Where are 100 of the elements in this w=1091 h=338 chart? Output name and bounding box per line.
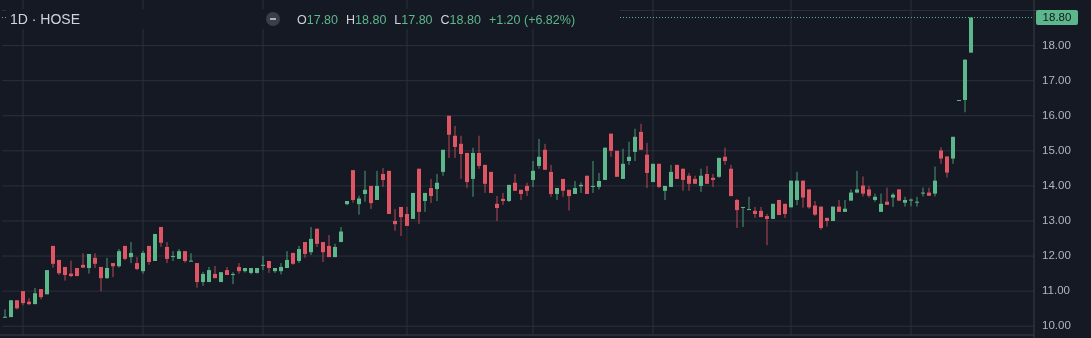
y-tick-label: 17.00 — [1042, 73, 1071, 86]
candlestick — [657, 163, 661, 189]
candlestick — [633, 128, 637, 162]
candlestick — [903, 196, 907, 208]
annotation: H18.80 — [346, 13, 387, 27]
candlestick — [501, 192, 505, 206]
candlestick — [447, 115, 451, 159]
candlestick — [723, 147, 727, 166]
candlestick — [93, 252, 97, 269]
candlestick — [861, 175, 865, 197]
candlestick — [141, 250, 145, 275]
candlestick — [879, 193, 883, 213]
candlestick — [747, 196, 751, 211]
candlestick — [885, 187, 889, 206]
candlestick — [477, 135, 481, 170]
candlestick — [495, 195, 499, 222]
y-tick-label: 18.00 — [1042, 38, 1071, 51]
y-tick-label: 16.00 — [1042, 108, 1071, 121]
candlestick — [843, 199, 847, 213]
candlestick — [537, 138, 541, 170]
candlestick — [375, 170, 379, 201]
y-tick-label: 13.00 — [1042, 214, 1071, 227]
candlestick — [543, 143, 547, 171]
annotation: O17.80 — [297, 13, 339, 27]
candlestick — [909, 198, 913, 207]
candlestick — [687, 172, 691, 192]
candlestick — [873, 193, 877, 203]
candlestick — [669, 164, 673, 188]
y-tick-label: 12.00 — [1042, 249, 1071, 262]
candlestick — [441, 149, 445, 177]
candlestick — [279, 262, 283, 275]
candlestick — [117, 248, 121, 269]
annotation: +1.20 (+6.82%) — [488, 13, 576, 27]
candlestick — [105, 257, 109, 280]
candlestick — [555, 187, 559, 201]
candlestick — [627, 141, 631, 166]
candlestick — [435, 173, 439, 202]
candlestick — [933, 166, 937, 197]
candlestick — [195, 262, 199, 289]
ref-line-label: 18.80 — [1042, 10, 1072, 23]
candlestick — [807, 188, 811, 210]
candlestick — [381, 167, 385, 188]
candlestick — [393, 208, 397, 232]
candlestick — [111, 262, 115, 278]
y-tick-label: 14.00 — [1042, 178, 1071, 191]
candlestick — [285, 250, 289, 269]
candlestick — [237, 262, 241, 275]
candlestick — [939, 146, 943, 165]
candlestick — [921, 187, 925, 197]
candlestick — [531, 160, 535, 188]
candlestick — [795, 171, 799, 206]
candlestick — [129, 241, 133, 264]
candlestick — [525, 182, 529, 197]
candlestick — [171, 250, 175, 262]
candlestick — [765, 213, 769, 246]
candlestick — [213, 265, 217, 279]
candlestick — [513, 173, 517, 192]
candlestick — [99, 266, 103, 292]
candlestick — [363, 170, 367, 203]
candlestick — [189, 252, 193, 262]
candlestick — [459, 135, 463, 180]
candlestick — [645, 142, 649, 189]
candlestick — [825, 217, 829, 228]
candlestick — [741, 206, 745, 228]
candlestick — [711, 173, 715, 188]
candlestick — [309, 226, 313, 256]
candlestick — [837, 199, 841, 213]
candlestick — [951, 136, 955, 165]
candlestick — [699, 168, 703, 193]
candlestick — [405, 206, 409, 227]
candlestick — [3, 308, 7, 318]
candlestick — [753, 206, 757, 219]
candlestick — [165, 241, 169, 264]
candlestick — [135, 256, 139, 271]
candlestick — [945, 155, 949, 178]
annotation: C18.80 — [440, 13, 481, 27]
candlestick — [429, 178, 433, 204]
y-tick-label: 10.00 — [1042, 319, 1071, 332]
candlestick — [621, 148, 625, 180]
candlestick — [261, 255, 265, 271]
y-tick-label: 15.00 — [1042, 143, 1071, 156]
candlestick — [321, 241, 325, 263]
candlestick — [597, 172, 601, 190]
candlestick — [639, 123, 643, 151]
candlestick — [483, 164, 487, 194]
candlestick — [573, 180, 577, 195]
candlestick — [915, 196, 919, 208]
candlestick — [453, 125, 457, 159]
candlestick — [591, 160, 595, 194]
candlestick — [519, 189, 523, 201]
annotation: L17.80 — [394, 13, 433, 27]
candlestick — [801, 180, 805, 209]
text: 1D · HOSE — [10, 11, 81, 27]
candlestick — [357, 195, 361, 216]
candlestick — [735, 198, 739, 229]
candlestick — [927, 187, 931, 197]
candlestick — [81, 252, 85, 269]
candlestick — [399, 206, 403, 237]
candlestick — [549, 164, 553, 198]
candlestick — [663, 185, 667, 201]
